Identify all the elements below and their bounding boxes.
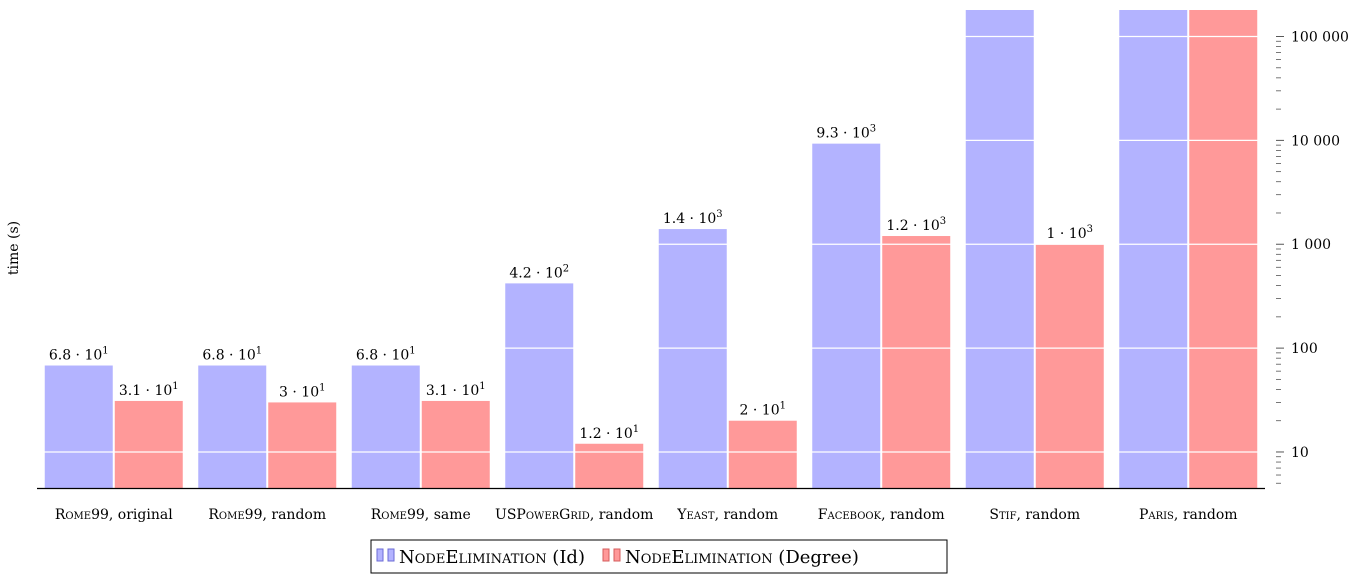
value-label-series2-3: 3.1 · 101	[426, 381, 486, 399]
value-label-series2-1: 3.1 · 101	[119, 381, 179, 399]
legend: NodeElimination (Id) NodeElimination (Deg…	[370, 539, 948, 574]
bar-series1-2	[198, 365, 267, 488]
legend-label-2: NodeElimination (Degree)	[625, 547, 859, 568]
bar-series1-5	[658, 229, 727, 488]
value-label-series2-5: 2 · 101	[740, 401, 786, 419]
grid-lines	[37, 35, 1265, 453]
bar-series2-4	[575, 443, 644, 488]
x-tick-label-7: Stif, random	[989, 507, 1080, 523]
legend-label-1: NodeElimination (Id)	[399, 547, 585, 568]
value-label-series1-1: 6.8 · 101	[49, 346, 109, 364]
y-axis: 10 100 1 000 10 000 100 000	[1276, 30, 1349, 484]
x-axis: Rome99, original Rome99, random Rome99, sa…	[37, 487, 1265, 523]
value-label-series1-2: 6.8 · 101	[202, 346, 262, 364]
y-axis-label: time (s)	[6, 221, 22, 275]
bar-series2-8	[1189, 10, 1258, 488]
value-label-series1-4: 4.2 · 102	[509, 263, 569, 281]
bar-series2-5	[728, 420, 797, 488]
y-tick-label-3: 1 000	[1291, 237, 1331, 253]
x-tick-label-6: Facebook, random	[818, 507, 945, 523]
legend-swatch-2	[602, 548, 621, 562]
bar-series2-1	[114, 400, 183, 488]
bar-series1-6	[812, 143, 881, 488]
legend-box	[370, 539, 948, 574]
y-tick-label-2: 100	[1291, 341, 1318, 357]
bar-series1-8	[1119, 10, 1188, 488]
value-label-series2-4: 1.2 · 101	[579, 424, 639, 442]
bar-series1-1	[44, 365, 113, 488]
bar-series2-3	[421, 400, 490, 488]
value-label-series2-2: 3 · 101	[279, 382, 325, 400]
x-tick-label-2: Rome99, random	[208, 507, 326, 523]
value-label-series1-5: 1.4 · 103	[663, 209, 723, 227]
value-label-series1-6: 9.3 · 103	[816, 124, 876, 142]
value-label-series2-6: 1.2 · 103	[886, 216, 946, 234]
bar-series1-7	[965, 10, 1034, 488]
bar-series2-6	[882, 236, 951, 488]
bar-series1-4	[505, 283, 574, 488]
x-tick-label-8: Paris, random	[1139, 507, 1238, 523]
x-tick-label-1: Rome99, original	[55, 507, 173, 523]
y-tick-label-1: 10	[1291, 445, 1309, 461]
bar-series2-2	[268, 402, 337, 488]
y-tick-label-5: 100 000	[1291, 30, 1349, 46]
x-tick-label-4: USPowerGrid, random	[495, 507, 653, 523]
x-tick-label-3: Rome99, same	[371, 507, 471, 523]
legend-swatch-1	[376, 548, 395, 562]
value-labels: 6.8 · 101 6.8 · 101 6.8 · 101 4.2 · 102 1.4 …	[49, 124, 1093, 442]
x-tick-label-5: Yeast, random	[676, 507, 778, 523]
bar-series1-3	[351, 365, 420, 488]
value-label-series2-7: 1 · 103	[1047, 224, 1093, 242]
value-label-series1-3: 6.8 · 101	[356, 346, 416, 364]
bar-series2-7	[1035, 244, 1104, 488]
bars-group	[44, 10, 1258, 488]
y-tick-label-4: 10 000	[1291, 133, 1340, 149]
